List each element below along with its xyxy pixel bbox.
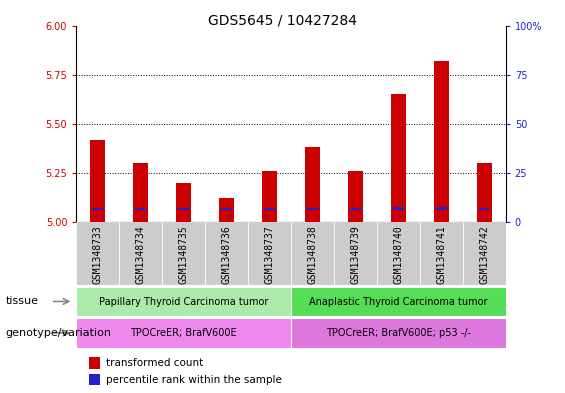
Bar [93, 208, 103, 210]
Text: GSM1348738: GSM1348738 [307, 225, 318, 284]
Text: tissue: tissue [6, 296, 38, 307]
Bar [291, 287, 506, 316]
Text: TPOCreER; BrafV600E; p53 -/-: TPOCreER; BrafV600E; p53 -/- [326, 328, 471, 338]
Bar [420, 222, 463, 285]
Text: GSM1348740: GSM1348740 [393, 225, 403, 284]
Bar [436, 207, 446, 210]
Bar [133, 163, 148, 222]
Text: Anaplastic Thyroid Carcinoma tumor: Anaplastic Thyroid Carcinoma tumor [309, 297, 488, 307]
Bar [262, 171, 277, 222]
Bar [291, 318, 506, 348]
Bar [136, 208, 146, 210]
Text: GSM1348735: GSM1348735 [179, 225, 189, 284]
Text: GSM1348741: GSM1348741 [436, 225, 446, 284]
Bar [305, 147, 320, 222]
Text: percentile rank within the sample: percentile rank within the sample [106, 375, 282, 385]
Bar [76, 222, 119, 285]
Text: genotype/variation: genotype/variation [6, 328, 112, 338]
Bar [176, 183, 191, 222]
Bar [219, 198, 234, 222]
Bar [377, 222, 420, 285]
Bar [264, 208, 275, 210]
Text: TPOCreER; BrafV600E: TPOCreER; BrafV600E [131, 328, 237, 338]
Text: GDS5645 / 10427284: GDS5645 / 10427284 [208, 14, 357, 28]
Bar [434, 61, 449, 222]
Text: GSM1348734: GSM1348734 [136, 225, 146, 284]
Bar [393, 207, 403, 210]
Text: GSM1348739: GSM1348739 [350, 225, 360, 284]
Bar [463, 222, 506, 285]
Bar [248, 222, 291, 285]
Bar [479, 208, 489, 210]
Bar [162, 222, 205, 285]
Bar [291, 222, 334, 285]
Text: GSM1348733: GSM1348733 [93, 225, 103, 284]
Bar [76, 318, 291, 348]
Bar [350, 208, 360, 210]
Bar [179, 208, 189, 210]
Text: transformed count: transformed count [106, 358, 203, 368]
Text: GSM1348742: GSM1348742 [479, 225, 489, 284]
Bar [307, 208, 318, 210]
Bar [89, 374, 100, 385]
Text: GSM1348737: GSM1348737 [264, 225, 275, 284]
Bar [334, 222, 377, 285]
Text: Papillary Thyroid Carcinoma tumor: Papillary Thyroid Carcinoma tumor [99, 297, 268, 307]
Bar [348, 171, 363, 222]
Bar [89, 357, 100, 369]
Bar [119, 222, 162, 285]
Bar [205, 222, 248, 285]
Bar [477, 163, 492, 222]
Text: GSM1348736: GSM1348736 [221, 225, 232, 284]
Bar [90, 140, 105, 222]
Bar [76, 287, 291, 316]
Bar [221, 208, 232, 210]
Bar [391, 94, 406, 222]
